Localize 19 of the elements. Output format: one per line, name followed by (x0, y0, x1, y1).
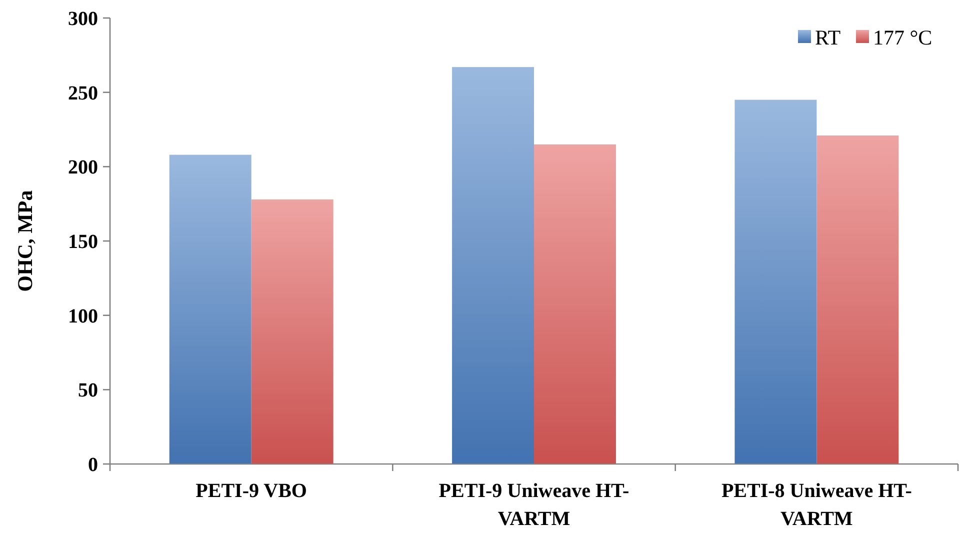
x-tick-label: PETI-8 Uniweave HT-VARTM (721, 480, 912, 530)
bar (534, 144, 616, 464)
y-tick-label: 100 (68, 305, 98, 328)
bar (816, 135, 899, 464)
bar (169, 154, 252, 464)
y-tick-label: 50 (78, 380, 98, 402)
y-tick-label: 300 (68, 8, 98, 30)
y-tick-label: 150 (68, 231, 98, 253)
x-tick-label: PETI-9 Uniweave HT-VARTM (438, 480, 630, 530)
y-tick-label: 200 (68, 156, 98, 179)
legend-label: RT (815, 25, 841, 50)
x-tick-label: PETI-9 VBO (196, 480, 307, 502)
y-tick-label: 0 (88, 454, 98, 476)
bar (452, 67, 534, 464)
y-tick-label: 250 (68, 82, 98, 104)
bar (251, 199, 334, 464)
bar (734, 100, 817, 464)
y-axis-title: OHC, MPa (13, 190, 37, 292)
legend-label: 177 °C (873, 25, 932, 50)
